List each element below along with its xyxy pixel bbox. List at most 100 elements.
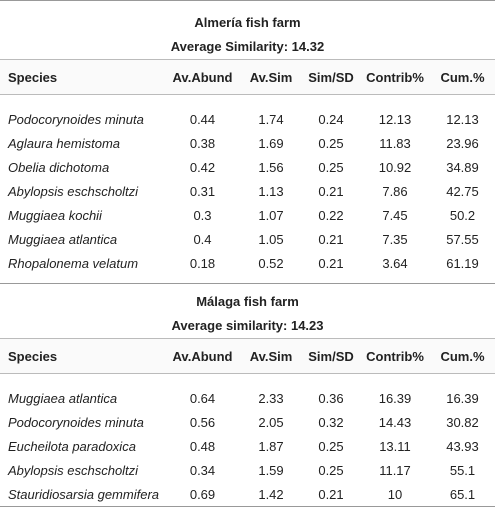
species-cell: Abylopsis eschscholtzi: [8, 183, 139, 199]
value-cell: 1.42: [258, 486, 284, 502]
value-cell: 30.82: [446, 414, 479, 430]
value-cell: 1.74: [258, 111, 284, 127]
header-row: Species Av.Abund Av.Sim Sim/SD Contrib% Cum.%: [0, 59, 495, 95]
value-cell: 16.39: [446, 390, 479, 406]
value-cell: 0.25: [318, 135, 344, 151]
value-cell: 0.42: [189, 159, 216, 175]
value-cell: 61.19: [446, 255, 479, 271]
data-row: Abylopsis eschscholtzi 0.31 1.13 0.21 7.86 42…: [0, 179, 495, 203]
value-cell: 0.3: [193, 207, 212, 223]
spacer-row: [0, 95, 495, 108]
value-cell: 10.92: [378, 159, 412, 175]
data-table: Species Av.Abund Av.Sim Sim/SD Contrib% Cum.%…: [0, 338, 495, 506]
section-subtitle: Average Similarity: 14.32: [170, 39, 325, 54]
value-cell: 0.25: [318, 462, 344, 478]
species-cell: Muggiaea kochii: [8, 207, 102, 223]
species-cell: Podocorynoides minuta: [8, 414, 144, 430]
value-cell: 65.1: [449, 486, 476, 502]
value-cell: 1.56: [258, 159, 284, 175]
value-cell: 7.45: [382, 207, 408, 223]
value-cell: 0.36: [318, 390, 344, 406]
value-cell: 7.86: [382, 183, 408, 199]
value-cell: 0.38: [189, 135, 216, 151]
data-row: Muggiaea atlantica 0.64 2.33 0.36 16.39 16.39: [0, 386, 495, 410]
value-cell: 0.64: [189, 390, 216, 406]
value-cell: 23.96: [446, 135, 479, 151]
species-cell: Abylopsis eschscholtzi: [8, 462, 139, 478]
species-cell: Muggiaea atlantica: [8, 390, 118, 406]
spacer-row: [0, 374, 495, 387]
value-cell: 11.17: [379, 462, 411, 478]
data-row: Podocorynoides minuta 0.56 2.05 0.32 14.43 30…: [0, 410, 495, 434]
value-cell: 0.24: [318, 111, 344, 127]
value-cell: 2.33: [258, 390, 284, 406]
data-table: Species Av.Abund Av.Sim Sim/SD Contrib% Cum.%…: [0, 59, 495, 275]
column-header: Sim/SD: [302, 338, 360, 374]
value-cell: 34.89: [446, 159, 479, 175]
species-cell: Eucheilota paradoxica: [8, 438, 136, 454]
value-cell: 43.93: [446, 438, 479, 454]
column-header: Cum.%: [430, 59, 495, 95]
species-cell: Rhopalonema velatum: [8, 255, 139, 271]
data-row: Rhopalonema velatum 0.18 0.52 0.21 3.64 61.19: [0, 251, 495, 275]
species-cell: Podocorynoides minuta: [8, 111, 144, 127]
species-cell: Aglaura hemistoma: [8, 135, 120, 151]
species-cell: Obelia dichotoma: [8, 159, 110, 175]
value-cell: 14.43: [378, 414, 412, 430]
species-cell: Stauridiosarsia gemmifera: [8, 486, 160, 502]
value-cell: 50.2: [449, 207, 476, 223]
value-cell: 0.21: [318, 486, 344, 502]
column-header: Contrib%: [360, 59, 430, 95]
header-row: Species Av.Abund Av.Sim Sim/SD Contrib% Cum.%: [0, 338, 495, 374]
value-cell: 0.21: [318, 231, 344, 247]
value-cell: 0.21: [318, 183, 344, 199]
value-cell: 1.87: [258, 438, 284, 454]
data-row: Podocorynoides minuta 0.44 1.74 0.24 12.13 12…: [0, 107, 495, 131]
value-cell: 0.25: [318, 438, 344, 454]
value-cell: 0.44: [189, 111, 216, 127]
value-cell: 57.55: [446, 231, 479, 247]
column-header: Cum.%: [430, 338, 495, 374]
value-cell: 1.69: [258, 135, 284, 151]
value-cell: 0.34: [189, 462, 216, 478]
value-cell: 1.13: [258, 183, 284, 199]
data-row: Muggiaea kochii 0.3 1.07 0.22 7.45 50.2: [0, 203, 495, 227]
column-header: Av.Abund: [165, 59, 240, 95]
value-cell: 7.35: [382, 231, 408, 247]
section-title: Almería fish farm: [194, 15, 301, 30]
value-cell: 0.18: [189, 255, 216, 271]
value-cell: 1.59: [258, 462, 284, 478]
value-cell: 3.64: [382, 255, 408, 271]
value-cell: 1.05: [258, 231, 284, 247]
value-cell: 0.52: [258, 255, 284, 271]
column-header: Av.Abund: [165, 338, 240, 374]
column-header: Sim/SD: [302, 59, 360, 95]
value-cell: 1.07: [258, 207, 284, 223]
value-cell: 16.39: [378, 390, 412, 406]
value-cell: 0.4: [193, 231, 212, 247]
value-cell: 11.83: [379, 135, 411, 151]
data-row: Aglaura hemistoma 0.38 1.69 0.25 11.83 23.96: [0, 131, 495, 155]
column-header: Species: [0, 59, 165, 95]
value-cell: 0.31: [189, 183, 216, 199]
value-cell: 13.11: [379, 438, 411, 454]
value-cell: 0.22: [318, 207, 344, 223]
column-header: Contrib%: [360, 338, 430, 374]
data-row: Obelia dichotoma 0.42 1.56 0.25 10.92 34.89: [0, 155, 495, 179]
data-row: Muggiaea atlantica 0.4 1.05 0.21 7.35 57.55: [0, 227, 495, 251]
value-cell: 12.13: [446, 111, 479, 127]
column-header: Species: [0, 338, 165, 374]
value-cell: 0.32: [318, 414, 344, 430]
data-row: Abylopsis eschscholtzi 0.34 1.59 0.25 11.17 5…: [0, 458, 495, 482]
value-cell: 0.69: [189, 486, 216, 502]
value-cell: 0.56: [189, 414, 216, 430]
value-cell: 2.05: [258, 414, 284, 430]
value-cell: 0.21: [318, 255, 344, 271]
value-cell: 10: [387, 486, 403, 502]
value-cell: 0.48: [189, 438, 216, 454]
value-cell: 0.25: [318, 159, 344, 175]
data-row: Stauridiosarsia gemmifera 0.69 1.42 0.21 10 6…: [0, 482, 495, 506]
section: Málaga fish farm Average similarity: 14.2…: [0, 283, 495, 507]
data-row: Eucheilota paradoxica 0.48 1.87 0.25 13.11 43…: [0, 434, 495, 458]
